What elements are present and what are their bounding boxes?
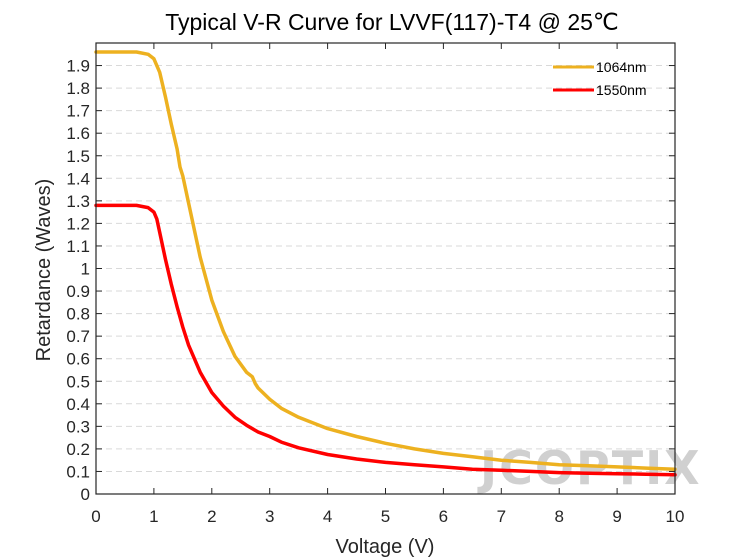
- y-tick-label: 1.7: [66, 102, 90, 121]
- series-line-1064nm: [94, 50, 677, 471]
- y-tick-label: 1.8: [66, 79, 90, 98]
- x-tick-label: 3: [265, 507, 274, 526]
- legend-label-1550nm: 1550nm: [596, 82, 647, 98]
- x-tick-label: 1: [149, 507, 158, 526]
- y-tick-label: 1.5: [66, 147, 90, 166]
- x-axis-label: Voltage (V): [336, 536, 435, 558]
- y-tick-label: 1.9: [66, 57, 90, 76]
- y-tick-labels: 0 0.1 0.2 0.3 0.4 0.5 0.6 0.7 0.8 0.9 1 1.1 1.2 1.3 1.…: [66, 57, 90, 504]
- x-tick-labels: 0 1 2 3 4 5 6 7 8 9 10: [91, 507, 684, 526]
- y-tick-label: 1.3: [66, 192, 90, 211]
- axis-ticks: [95, 43, 676, 495]
- y-tick-label: 0.3: [66, 417, 90, 436]
- y-tick-label: 0.7: [66, 327, 90, 346]
- legend-label-1064nm: 1064nm: [596, 59, 647, 75]
- y-tick-label: 1.6: [66, 124, 90, 143]
- chart-title: Typical V-R Curve for LVVF(117)-T4 @ 25℃: [165, 9, 619, 35]
- x-tick-label: 10: [666, 507, 685, 526]
- y-tick-label: 0.1: [66, 462, 90, 481]
- y-tick-label: 0.2: [66, 440, 90, 459]
- y-tick-label: 0.9: [66, 282, 90, 301]
- y-tick-label: 0.4: [66, 395, 90, 414]
- y-tick-label: 1.1: [66, 237, 90, 256]
- y-tick-label: 0.5: [66, 372, 90, 391]
- y-tick-label: 1.2: [66, 214, 90, 233]
- y-axis-label: Retardance (Waves): [33, 179, 55, 362]
- y-tick-label: 0.6: [66, 350, 90, 369]
- series-lines: [94, 50, 677, 477]
- x-tick-label: 2: [207, 507, 216, 526]
- x-tick-label: 4: [323, 507, 332, 526]
- series-line-1550nm: [94, 203, 677, 477]
- y-tick-label: 1.4: [66, 169, 90, 188]
- x-tick-label: 6: [439, 507, 448, 526]
- legend: 1064nm 1550nm: [553, 59, 647, 98]
- x-tick-label: 7: [497, 507, 506, 526]
- x-tick-label: 8: [554, 507, 563, 526]
- y-tick-label: 0: [81, 485, 90, 504]
- y-tick-label: 1: [81, 260, 90, 279]
- x-tick-label: 9: [612, 507, 621, 526]
- x-tick-label: 5: [381, 507, 390, 526]
- y-tick-label: 0.8: [66, 305, 90, 324]
- x-tick-label: 0: [91, 507, 100, 526]
